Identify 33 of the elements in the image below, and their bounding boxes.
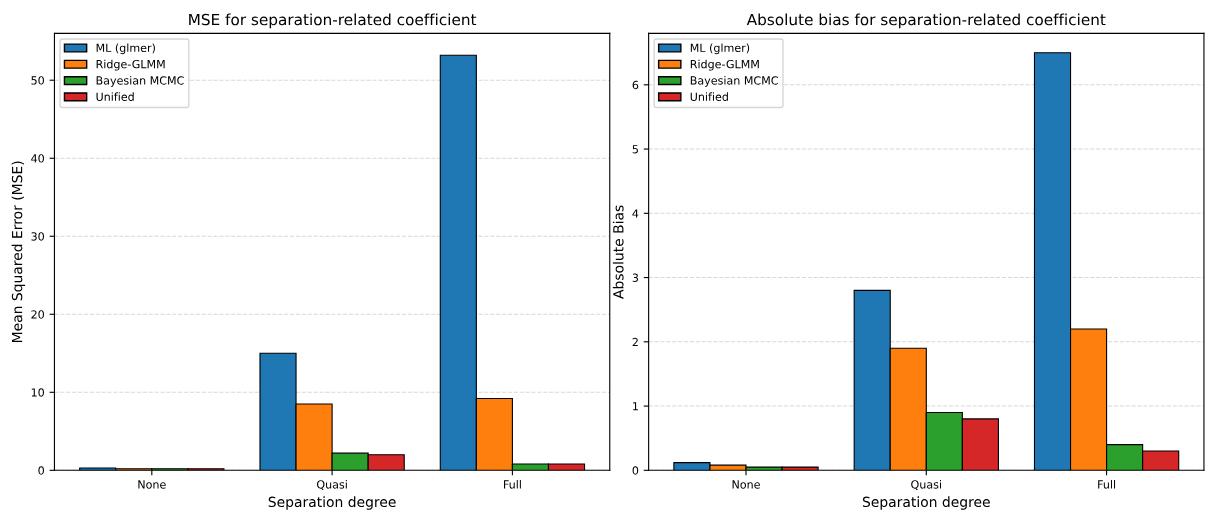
x-tick-label: Quasi — [911, 480, 941, 490]
legend-label: ML (glmer) — [690, 43, 750, 55]
y-tick-label: 20 — [31, 310, 44, 319]
legend-label: Bayesian MCMC — [96, 76, 184, 87]
y-tick-label: 2 — [632, 337, 638, 347]
y-tick-label: 6 — [632, 80, 639, 90]
x-tick-label: None — [732, 480, 760, 489]
y-tick-label: 10 — [31, 388, 44, 397]
y-tick-label: 4 — [632, 209, 639, 218]
y-tick-label: 30 — [31, 232, 44, 241]
y-tick-label: 40 — [31, 154, 44, 163]
x-tick-label: Quasi — [316, 480, 347, 490]
y-axis-title: Absolute Bias — [612, 205, 624, 299]
y-tick-label: 50 — [31, 76, 44, 85]
legend-label: Ridge-GLMM — [96, 59, 165, 71]
chart-title: Absolute bias for separation-related coefficient — [746, 13, 1106, 29]
legend-label: Ridge-GLMM — [690, 59, 759, 71]
y-tick-label: 3 — [632, 273, 639, 282]
legend-label: Unified — [690, 92, 728, 101]
y-tick-label: 0 — [38, 466, 44, 475]
x-tick-label: Full — [1098, 480, 1116, 489]
x-tick-label: None — [138, 480, 166, 489]
x-axis-title: Separation degree — [862, 496, 990, 510]
x-tick-label: Full — [504, 480, 521, 489]
y-axis-title: Mean Squared Error (MSE) — [11, 161, 26, 343]
chart-title: MSE for separation-related coefficient — [189, 13, 477, 29]
y-tick-label: 0 — [632, 466, 639, 475]
x-axis-title: Separation degree — [268, 496, 396, 510]
y-tick-label: 1 — [633, 402, 638, 411]
legend-label: Bayesian MCMC — [690, 76, 778, 87]
y-tick-label: 5 — [632, 145, 638, 154]
legend-label: Unified — [96, 92, 134, 101]
legend-label: ML (glmer) — [96, 43, 155, 55]
